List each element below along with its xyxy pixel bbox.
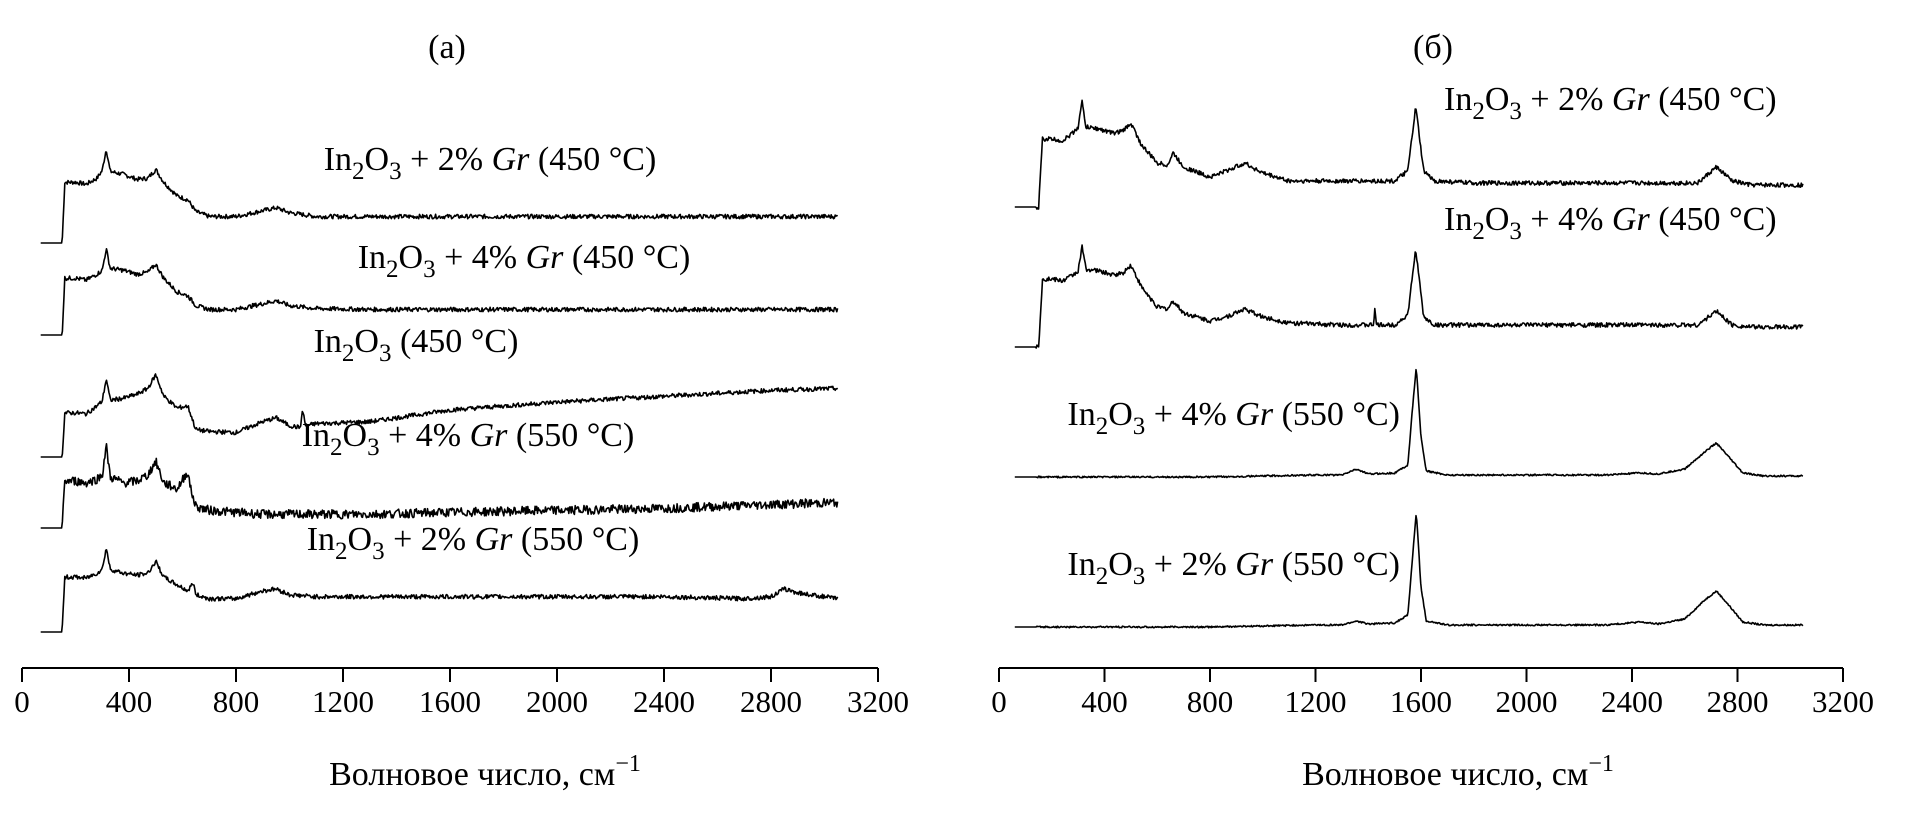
panel-a: 0 400 800 1200 1600 2000 2400 2800 3200 (а) Волнов… bbox=[14, 29, 909, 793]
x-tick-label: 1200 bbox=[312, 684, 374, 719]
spectrum-line bbox=[1014, 244, 1804, 349]
spectrum-line bbox=[1014, 99, 1804, 210]
x-tick-label: 1200 bbox=[1285, 684, 1347, 719]
x-tick-label: 2800 bbox=[1707, 684, 1769, 719]
x-tick-label: 400 bbox=[1081, 684, 1128, 719]
x-tick-label: 3200 bbox=[1812, 684, 1874, 719]
x-tick-label: 400 bbox=[106, 684, 153, 719]
spectrum-line bbox=[1014, 368, 1804, 479]
x-tick-label: 0 bbox=[991, 684, 1007, 719]
x-tick-label: 2400 bbox=[1601, 684, 1663, 719]
spectrum-line bbox=[40, 443, 839, 529]
x-tick-label: 3200 bbox=[847, 684, 909, 719]
spectrum-line bbox=[40, 151, 839, 244]
series-label: In2O3 + 4% Gr (550 °C) bbox=[1067, 396, 1400, 440]
series-label: In2O3 + 2% Gr (450 °C) bbox=[1444, 81, 1777, 125]
x-tick-label: 2000 bbox=[526, 684, 588, 719]
x-axis-label: Волновое число, см−1 bbox=[329, 751, 641, 793]
x-axis-label: Волновое число, см−1 bbox=[1302, 751, 1614, 793]
series-label: In2O3 (450 °C) bbox=[314, 323, 519, 367]
series-label: In2O3 + 2% Gr (450 °C) bbox=[324, 141, 657, 185]
series-label: In2O3 + 2% Gr (550 °C) bbox=[1067, 546, 1400, 590]
panel-label: (а) bbox=[428, 29, 466, 66]
series-label: In2O3 + 4% Gr (550 °C) bbox=[302, 417, 635, 461]
series-label: In2O3 + 2% Gr (550 °C) bbox=[307, 521, 640, 565]
series-label: In2O3 + 4% Gr (450 °C) bbox=[358, 239, 691, 283]
x-tick-label: 800 bbox=[213, 684, 260, 719]
panel-b: 0 400 800 1200 1600 2000 2400 2800 3200 (б) Волнов… bbox=[991, 29, 1874, 793]
x-tick-label: 1600 bbox=[1390, 684, 1452, 719]
panel-label: (б) bbox=[1413, 29, 1453, 66]
spectrum-line bbox=[40, 549, 839, 633]
x-tick-label: 2400 bbox=[633, 684, 695, 719]
x-tick-label: 800 bbox=[1187, 684, 1234, 719]
spectrum-line bbox=[1014, 514, 1804, 629]
spectrum-line bbox=[40, 248, 839, 336]
x-tick-label: 1600 bbox=[419, 684, 481, 719]
spectrum-line bbox=[40, 373, 839, 458]
series-label: In2O3 + 4% Gr (450 °C) bbox=[1444, 201, 1777, 245]
x-tick-label: 0 bbox=[14, 684, 30, 719]
x-tick-label: 2000 bbox=[1496, 684, 1558, 719]
x-tick-label: 2800 bbox=[740, 684, 802, 719]
